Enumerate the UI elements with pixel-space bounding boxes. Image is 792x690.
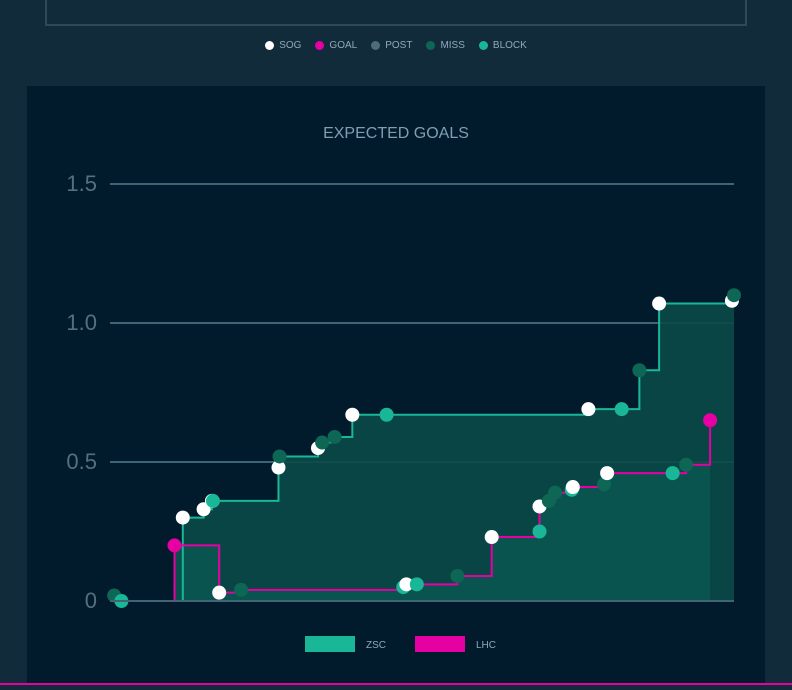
shot-legend-item-post[interactable]: POST bbox=[371, 40, 412, 51]
event-dot-lhc-block[interactable] bbox=[532, 524, 547, 539]
area-lhc bbox=[110, 420, 711, 601]
bottom-accent-line bbox=[0, 683, 792, 685]
shot-legend-label: MISS bbox=[440, 40, 465, 51]
shot-legend-dot-goal bbox=[315, 41, 325, 50]
shot-legend-label: SOG bbox=[279, 40, 302, 51]
shot-legend-label: BLOCK bbox=[492, 40, 527, 51]
shot-type-legend: SOG GOAL POST MISS BLOCK bbox=[0, 40, 792, 51]
expected-goals-panel: EXPECTED GOALS 0 0.5 1.0 1.5 ZSC LHC bbox=[27, 86, 765, 685]
event-dot-zsc-sog[interactable] bbox=[175, 510, 190, 525]
shot-legend-dot-block bbox=[478, 41, 488, 50]
y-tick-label: 0 bbox=[85, 588, 97, 613]
team-legend-label-lhc[interactable]: LHC bbox=[476, 640, 496, 651]
team-legend-swatch-zsc bbox=[305, 636, 355, 652]
event-dot-lhc-miss[interactable] bbox=[597, 477, 611, 492]
shot-legend-label: GOAL bbox=[329, 40, 358, 51]
event-dot-zsc-sog[interactable] bbox=[581, 402, 596, 417]
shot-legend-dot-sog bbox=[265, 41, 275, 50]
team-legend-label-zsc[interactable]: ZSC bbox=[366, 640, 386, 651]
event-dot-lhc-sog[interactable] bbox=[212, 585, 227, 600]
event-dot-lhc-block[interactable] bbox=[665, 466, 680, 481]
event-dot-lhc-sog[interactable] bbox=[399, 577, 414, 592]
event-dot-zsc-block[interactable] bbox=[614, 402, 629, 417]
team-legend-swatch-lhc bbox=[415, 636, 465, 652]
shot-legend-item-goal[interactable]: GOAL bbox=[315, 40, 357, 51]
event-dot-lhc-block[interactable] bbox=[409, 577, 424, 592]
previous-panel-frame bbox=[45, 0, 747, 26]
shot-legend-item-sog[interactable]: SOG bbox=[265, 40, 301, 51]
y-tick-label: 1.5 bbox=[66, 171, 97, 196]
event-dot-lhc-miss[interactable] bbox=[450, 568, 465, 583]
event-dot-lhc-miss[interactable] bbox=[234, 582, 249, 597]
event-dot-zsc-miss[interactable] bbox=[632, 363, 647, 378]
event-dot-lhc-sog[interactable] bbox=[484, 530, 499, 545]
shot-legend-dot-miss bbox=[426, 41, 436, 50]
event-dot-lhc-miss[interactable] bbox=[548, 485, 563, 500]
event-dot-zsc-sog[interactable] bbox=[271, 460, 286, 475]
event-dot-lhc-sog[interactable] bbox=[565, 480, 580, 495]
event-dot-zsc-miss[interactable] bbox=[315, 435, 330, 450]
event-dot-lhc-goal[interactable] bbox=[167, 538, 182, 553]
y-tick-label: 1.0 bbox=[66, 310, 97, 335]
expected-goals-chart: EXPECTED GOALS 0 0.5 1.0 1.5 ZSC LHC bbox=[66, 125, 741, 652]
event-dot-lhc-sog[interactable] bbox=[600, 466, 615, 481]
event-dot-zsc-block[interactable] bbox=[379, 407, 394, 422]
shot-legend-label: POST bbox=[385, 40, 413, 51]
event-dot-zsc-sog[interactable] bbox=[345, 407, 360, 422]
y-tick-label: 0.5 bbox=[66, 449, 97, 474]
shot-legend-dot-post bbox=[371, 41, 381, 50]
event-dot-lhc-goal[interactable] bbox=[703, 413, 718, 428]
event-dot-zsc-miss[interactable] bbox=[272, 449, 287, 464]
chart-title: EXPECTED GOALS bbox=[323, 125, 469, 142]
event-dot-zsc-block[interactable] bbox=[205, 493, 220, 508]
event-dot-zsc-miss[interactable] bbox=[327, 429, 342, 444]
event-dot-lhc-miss[interactable] bbox=[679, 457, 694, 472]
shot-legend-item-miss[interactable]: MISS bbox=[426, 40, 465, 51]
event-dot-zsc-miss[interactable] bbox=[727, 288, 741, 303]
event-dot-zsc-sog[interactable] bbox=[652, 296, 667, 311]
shot-legend-item-block[interactable]: BLOCK bbox=[478, 40, 527, 51]
